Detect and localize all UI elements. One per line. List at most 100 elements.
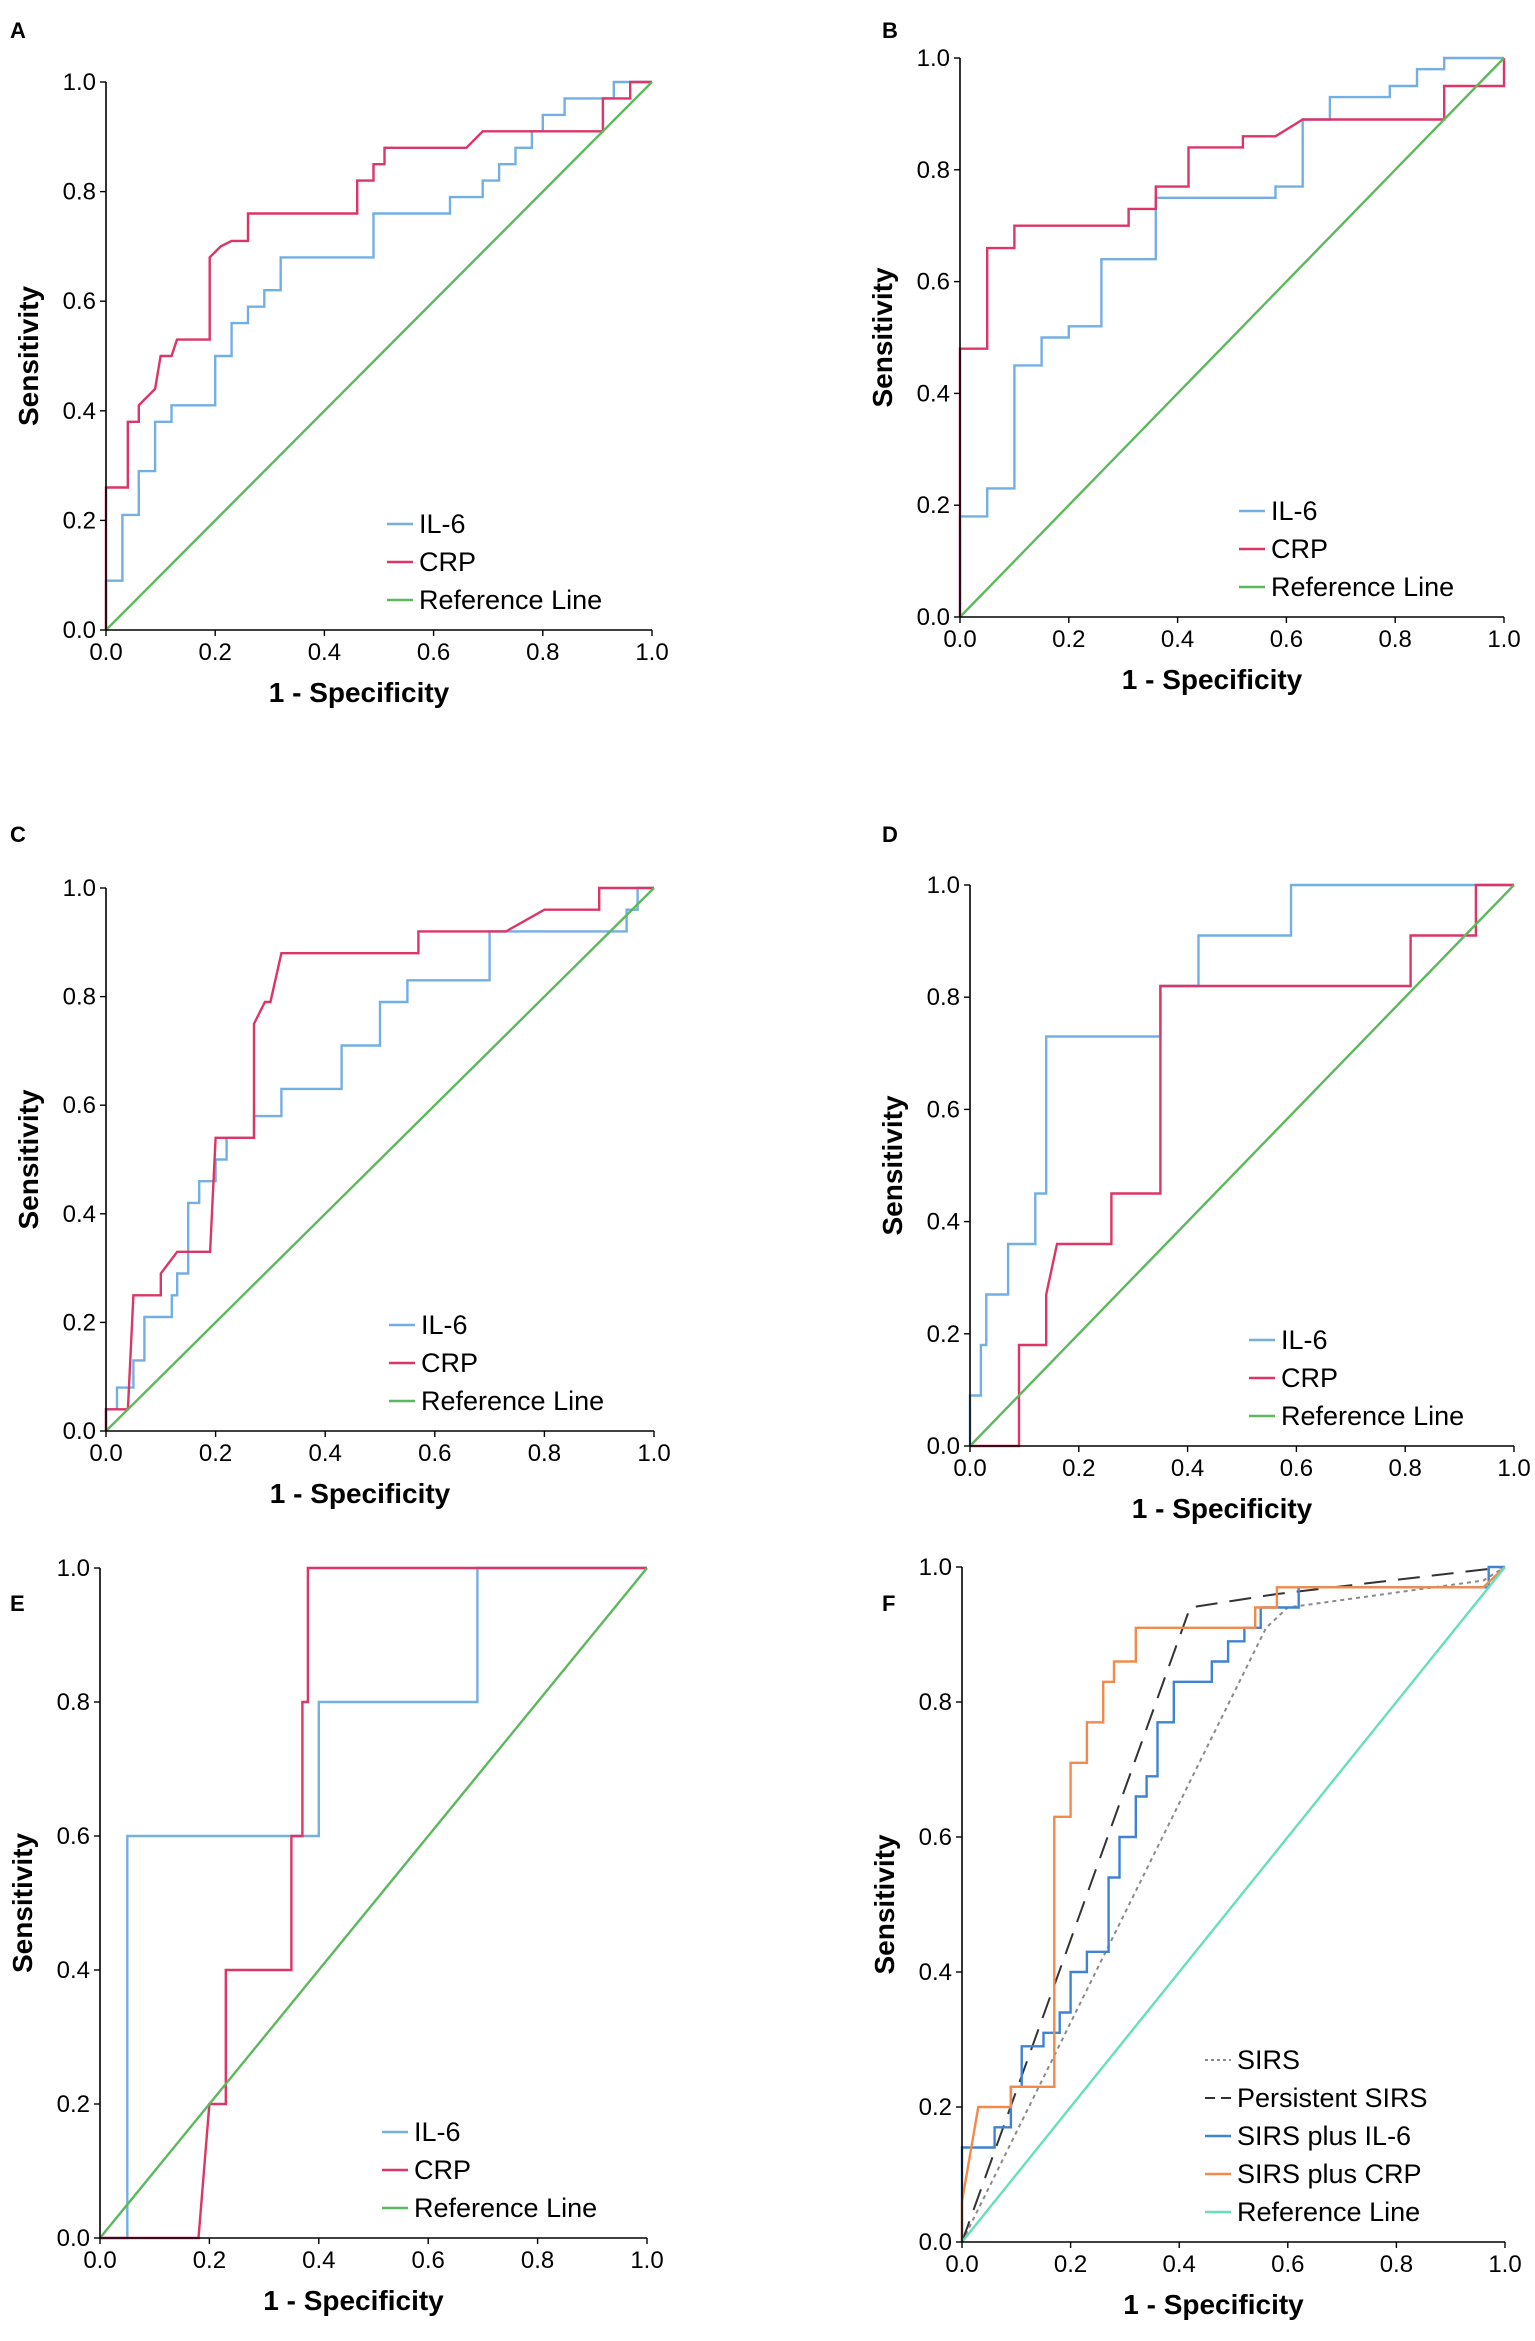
- y-tick-label: 0.6: [63, 288, 96, 315]
- x-tick-label: 0.0: [83, 2247, 116, 2274]
- y-tick-label: 1.0: [919, 1554, 952, 1581]
- x-tick-label: 0.4: [1163, 2251, 1196, 2278]
- panel-letter: B: [882, 18, 898, 43]
- y-tick-label: 0.0: [917, 604, 950, 631]
- y-tick-label: 0.8: [917, 157, 950, 184]
- legend-label: Reference Line: [419, 585, 602, 615]
- y-tick-label: 0.6: [919, 1824, 952, 1851]
- x-tick-label: 1.0: [1497, 1455, 1530, 1482]
- y-tick-label: 1.0: [917, 45, 950, 72]
- legend-label: Reference Line: [1271, 572, 1454, 602]
- x-tick-label: 0.0: [945, 2251, 978, 2278]
- x-tick-label: 1.0: [1487, 626, 1520, 653]
- series-line-reference-line: [99, 1567, 648, 2239]
- x-tick-label: 1.0: [1488, 2251, 1521, 2278]
- y-tick-label: 1.0: [63, 875, 96, 902]
- y-tick-label: 1.0: [57, 1555, 90, 1582]
- y-axis-title: Sensitivity: [867, 267, 898, 407]
- series-line-il-6: [104, 886, 654, 1431]
- series-line-crp: [958, 58, 1506, 617]
- x-tick-label: 0.8: [521, 2247, 554, 2274]
- y-tick-label: 0.0: [63, 1418, 96, 1445]
- legend: IL-6 CRP Reference Line: [389, 1310, 604, 1416]
- panel-letter: A: [10, 18, 26, 43]
- panel-b: B 0.0 0.2 0.4 0.6 0.8 1.0 0.0 0.2 0.4 0.6 0.8 1.0 1 -…: [867, 18, 1521, 695]
- x-tick-label: 0.2: [199, 639, 232, 666]
- y-axis-title: Sensitivity: [869, 1834, 900, 1974]
- x-axis-title: 1 - Specificity: [270, 1478, 451, 1509]
- x-tick-label: 0.8: [1380, 2251, 1413, 2278]
- x-tick-label: 1.0: [637, 1440, 670, 1467]
- x-tick-label: 0.4: [1161, 626, 1194, 653]
- series-line-sirs-plus-crp: [960, 1566, 1506, 2242]
- x-tick-label: 0.4: [308, 639, 341, 666]
- y-axis-title: Sensitivity: [13, 1089, 44, 1229]
- x-tick-label: 0.6: [1271, 2251, 1304, 2278]
- y-tick-label: 0.8: [63, 179, 96, 206]
- series-line-crp: [100, 1566, 647, 2240]
- legend-label: Reference Line: [414, 2193, 597, 2223]
- y-axis-title: Sensitivity: [877, 1095, 908, 1235]
- panel-f: F 0.0 0.2 0.4 0.6 0.8 1.0 0.0 0.2 0.4 0.6 0.8 1.0 1 -…: [869, 1554, 1522, 2320]
- y-tick-label: 0.0: [927, 1433, 960, 1460]
- x-tick-label: 0.2: [193, 2247, 226, 2274]
- y-tick-label: 0.4: [63, 398, 96, 425]
- legend: IL-6 CRP Reference Line: [382, 2117, 597, 2223]
- panel-a: A 0.0 0.2 0.4 0.6 0.8 1.0 0.0 0.2 0.4 0.6 0.8 1.0 1 -…: [10, 18, 669, 708]
- y-tick-label: 1.0: [63, 69, 96, 96]
- legend-label: Reference Line: [421, 1386, 604, 1416]
- x-tick-label: 0.2: [1054, 2251, 1087, 2278]
- x-tick-label: 0.0: [943, 626, 976, 653]
- y-tick-label: 0.8: [57, 1689, 90, 1716]
- series-line-il-6: [968, 883, 1514, 1446]
- legend-label: IL-6: [414, 2117, 461, 2147]
- legend-label: CRP: [414, 2155, 471, 2185]
- series-line-persistent-sirs: [961, 1566, 1506, 2243]
- x-axis-title: 1 - Specificity: [1123, 2289, 1304, 2320]
- legend-label: SIRS: [1237, 2045, 1300, 2075]
- panel-c: C 0.0 0.2 0.4 0.6 0.8 1.0 0.0 0.2 0.4 0.6 0.8 1.0 1 -…: [10, 822, 671, 1509]
- legend-label: SIRS plus IL-6: [1237, 2121, 1411, 2151]
- x-tick-label: 0.2: [1052, 626, 1085, 653]
- legend-label: IL-6: [419, 509, 466, 539]
- legend-label: CRP: [1271, 534, 1328, 564]
- y-tick-label: 0.4: [917, 380, 950, 407]
- panel-letter: F: [882, 1591, 895, 1616]
- x-tick-label: 0.8: [1389, 1455, 1422, 1482]
- legend-label: CRP: [421, 1348, 478, 1378]
- x-tick-label: 1.0: [635, 639, 668, 666]
- x-tick-label: 0.4: [309, 1440, 342, 1467]
- y-tick-label: 1.0: [927, 872, 960, 899]
- y-tick-label: 0.6: [63, 1092, 96, 1119]
- series-line-reference-line: [105, 81, 653, 631]
- series-line-il-6: [100, 1566, 647, 2240]
- x-tick-label: 0.0: [89, 639, 122, 666]
- series-line-reference-line: [105, 887, 655, 1432]
- x-axis-title: 1 - Specificity: [1132, 1493, 1313, 1524]
- panel-letter: E: [10, 1591, 25, 1616]
- y-axis-title: Sensitivity: [7, 1833, 38, 1973]
- x-tick-label: 0.6: [412, 2247, 445, 2274]
- y-tick-label: 0.6: [927, 1096, 960, 1123]
- x-tick-label: 0.4: [302, 2247, 335, 2274]
- panel-e: E 0.0 0.2 0.4 0.6 0.8 1.0 0.0 0.2 0.4 0.6 0.8 1.0 1 -…: [7, 1555, 664, 2316]
- y-tick-label: 0.0: [57, 2225, 90, 2252]
- y-tick-label: 0.4: [63, 1201, 96, 1228]
- x-tick-label: 0.6: [1280, 1455, 1313, 1482]
- y-axis-title: Sensitivity: [13, 286, 44, 426]
- x-tick-label: 0.6: [1270, 626, 1303, 653]
- y-tick-label: 0.6: [917, 269, 950, 296]
- series-line-reference-line: [969, 884, 1515, 1447]
- legend-label: CRP: [1281, 1363, 1338, 1393]
- y-tick-label: 0.4: [927, 1209, 960, 1236]
- series-line-reference-line: [959, 57, 1505, 618]
- legend: IL-6 CRP Reference Line: [1239, 496, 1454, 602]
- y-tick-label: 0.8: [919, 1689, 952, 1716]
- x-axis-title: 1 - Specificity: [1122, 664, 1303, 695]
- series-line-reference-line: [961, 1566, 1506, 2243]
- series-line-crp: [104, 886, 654, 1431]
- legend-label: IL-6: [421, 1310, 468, 1340]
- x-tick-label: 1.0: [630, 2247, 663, 2274]
- x-tick-label: 0.8: [1379, 626, 1412, 653]
- x-tick-label: 0.2: [199, 1440, 232, 1467]
